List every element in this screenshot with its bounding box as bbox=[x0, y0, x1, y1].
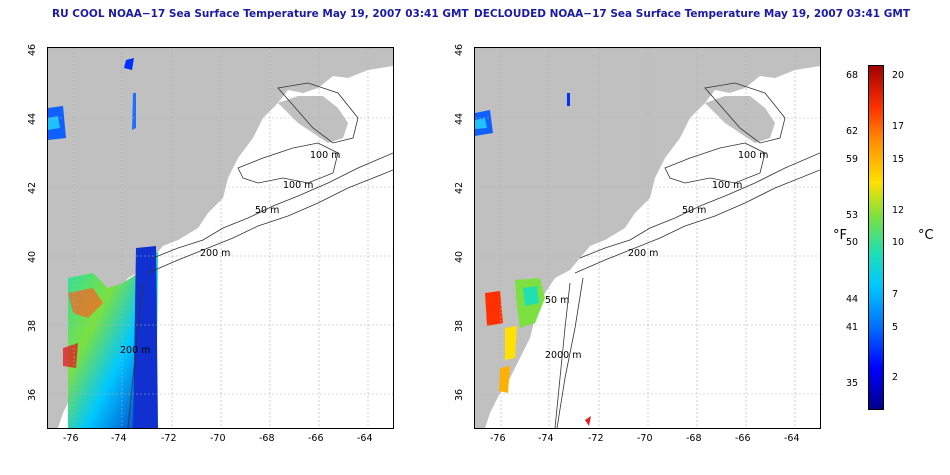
fahrenheit-tick: 35 bbox=[846, 378, 859, 389]
left-x-tick: -74 bbox=[111, 433, 127, 444]
left-y-tick: 38 bbox=[27, 319, 38, 332]
celsius-tick: 10 bbox=[892, 237, 905, 248]
left-sst-map bbox=[47, 47, 394, 429]
right-x-tick: -76 bbox=[490, 433, 506, 444]
right-y-tick: 44 bbox=[454, 112, 465, 125]
left-map-title: RU COOL NOAA−17 Sea Surface Temperature … bbox=[52, 8, 469, 20]
left-y-tick: 44 bbox=[27, 112, 38, 125]
contour-label: 100 m bbox=[712, 180, 743, 191]
right-y-tick: 38 bbox=[454, 319, 465, 332]
contour-label: 100 m bbox=[738, 150, 769, 161]
right-x-tick: -72 bbox=[588, 433, 604, 444]
contour-label: 100 m bbox=[310, 150, 341, 161]
right-map-title: DECLOUDED NOAA−17 Sea Surface Temperatur… bbox=[474, 8, 911, 20]
celsius-unit-label: °C bbox=[918, 228, 934, 243]
left-y-tick: 46 bbox=[27, 43, 38, 56]
contour-label: 50 m bbox=[682, 205, 707, 216]
grid-lines bbox=[475, 48, 820, 428]
right-x-tick: -74 bbox=[538, 433, 554, 444]
right-y-tick: 40 bbox=[454, 250, 465, 263]
celsius-tick: 17 bbox=[892, 121, 905, 132]
right-y-tick: 42 bbox=[454, 181, 465, 194]
right-x-tick: -64 bbox=[784, 433, 800, 444]
left-x-tick: -72 bbox=[161, 433, 177, 444]
temperature-colorbar bbox=[868, 65, 884, 410]
celsius-tick: 15 bbox=[892, 154, 905, 165]
bathymetry-contours bbox=[554, 82, 820, 428]
right-map-canvas bbox=[475, 48, 820, 428]
celsius-tick: 2 bbox=[892, 372, 899, 383]
left-x-tick: -70 bbox=[210, 433, 226, 444]
right-y-tick: 46 bbox=[454, 43, 465, 56]
contour-label: 50 m bbox=[255, 205, 280, 216]
contour-label: 200 m bbox=[120, 345, 151, 356]
fahrenheit-tick: 41 bbox=[846, 322, 859, 333]
contour-label: 200 m bbox=[628, 248, 659, 259]
right-sst-map bbox=[474, 47, 821, 429]
left-x-tick: -64 bbox=[357, 433, 373, 444]
grid-lines bbox=[48, 48, 393, 428]
celsius-tick: 12 bbox=[892, 205, 905, 216]
fahrenheit-tick: 50 bbox=[846, 237, 859, 248]
land-mass bbox=[475, 48, 820, 428]
contour-label: 50 m bbox=[545, 295, 570, 306]
fahrenheit-tick: 44 bbox=[846, 294, 859, 305]
left-y-tick: 40 bbox=[27, 250, 38, 263]
fahrenheit-tick: 53 bbox=[846, 210, 859, 221]
left-map-canvas bbox=[48, 48, 393, 428]
contour-label: 100 m bbox=[283, 180, 314, 191]
left-y-tick: 36 bbox=[27, 388, 38, 401]
celsius-tick: 5 bbox=[892, 322, 899, 333]
contour-label: 2000 m bbox=[545, 350, 582, 361]
left-x-tick: -68 bbox=[259, 433, 275, 444]
contour-label: 200 m bbox=[200, 248, 231, 259]
fahrenheit-tick: 68 bbox=[846, 70, 859, 81]
right-x-tick: -70 bbox=[637, 433, 653, 444]
celsius-tick: 7 bbox=[892, 289, 899, 300]
land-mass bbox=[48, 48, 393, 428]
fahrenheit-unit-label: °F bbox=[833, 228, 847, 243]
fahrenheit-tick: 62 bbox=[846, 126, 859, 137]
right-x-tick: -68 bbox=[686, 433, 702, 444]
celsius-tick: 20 bbox=[892, 70, 905, 81]
right-y-tick: 36 bbox=[454, 388, 465, 401]
bathymetry-contours bbox=[127, 82, 393, 428]
left-y-tick: 42 bbox=[27, 181, 38, 194]
left-x-tick: -76 bbox=[63, 433, 79, 444]
right-x-tick: -66 bbox=[735, 433, 751, 444]
fahrenheit-tick: 59 bbox=[846, 154, 859, 165]
left-x-tick: -66 bbox=[308, 433, 324, 444]
